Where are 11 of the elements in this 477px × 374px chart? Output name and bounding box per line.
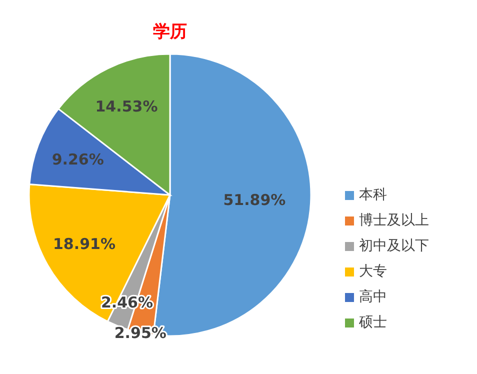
data-label: 18.91%	[53, 234, 116, 253]
legend-label: 高中	[359, 289, 387, 305]
legend-label: 本科	[359, 187, 387, 203]
data-label: 14.53%	[95, 97, 158, 116]
data-label: 9.26%	[52, 150, 104, 169]
legend-label: 硕士	[358, 314, 387, 330]
chart-title: 学历	[153, 22, 187, 42]
legend-label: 初中及以下	[359, 238, 429, 254]
data-label: 51.89%	[223, 191, 286, 210]
legend-label: 博士及以上	[359, 212, 429, 228]
legend-label: 大专	[359, 264, 387, 280]
